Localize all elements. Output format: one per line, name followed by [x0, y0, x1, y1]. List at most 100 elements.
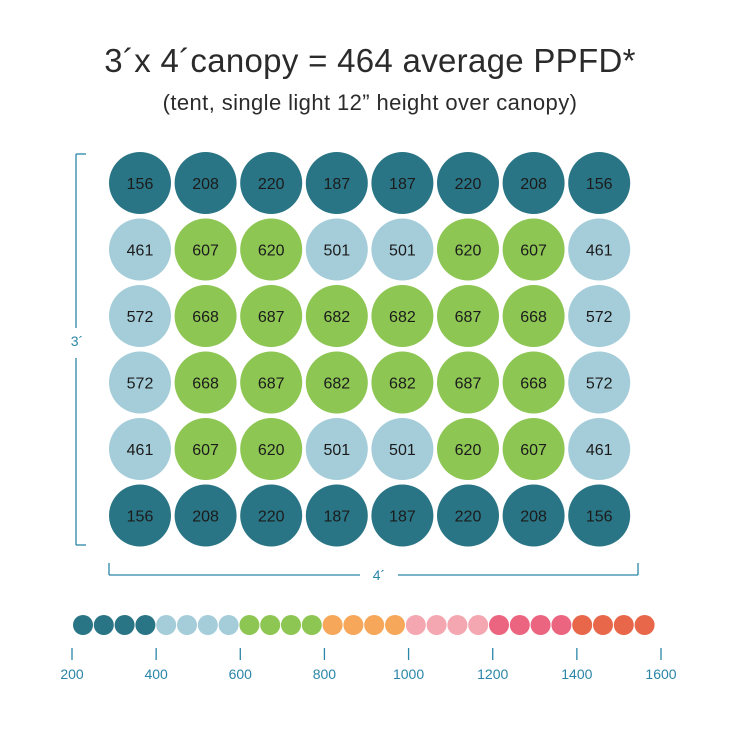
legend-dot [114, 615, 135, 635]
legend-dot [281, 615, 301, 635]
ppfd-cell-label: 156 [586, 176, 613, 193]
legend-dot [364, 615, 385, 635]
chart-subtitle: (tent, single light 12” height over cano… [162, 90, 578, 115]
legend-tick-label: 400 [144, 666, 168, 682]
ppfd-cell-circle [437, 418, 499, 480]
ppfd-cell-circle [437, 152, 499, 214]
ppfd-cell-circle [305, 351, 368, 414]
legend-dot [426, 615, 447, 635]
ppfd-cell-label: 461 [127, 243, 154, 260]
legend-dot [468, 615, 489, 635]
legend-dot [551, 615, 572, 635]
legend-dot [301, 615, 322, 635]
ppfd-cell-circle [240, 484, 303, 547]
ppfd-cell-label: 607 [520, 442, 547, 459]
ppfd-cell-label: 156 [127, 176, 154, 193]
ppfd-cell-label: 220 [258, 176, 285, 193]
ppfd-cell-circle [174, 351, 237, 414]
ppfd-cell-label: 687 [455, 309, 482, 326]
legend-dot [385, 615, 405, 635]
ppfd-cell-label: 208 [520, 176, 547, 193]
ppfd-cell-label: 620 [258, 442, 285, 459]
ppfd-cell-circle [174, 418, 237, 480]
ppfd-cell-label: 572 [586, 376, 613, 393]
legend-dot [197, 615, 218, 635]
ppfd-cell-circle [371, 418, 434, 480]
ppfd-cell-label: 187 [323, 509, 350, 526]
ppfd-cell-label: 187 [389, 176, 416, 193]
legend-dot [343, 615, 364, 635]
ppfd-cell-circle [240, 218, 303, 281]
ppfd-cell-circle [502, 484, 565, 547]
ppfd-cell-circle [109, 218, 171, 281]
ppfd-cell-label: 461 [586, 442, 613, 459]
ppfd-cell-label: 607 [192, 243, 219, 260]
ppfd-cell-label: 572 [127, 376, 154, 393]
ppfd-cell-label: 620 [455, 442, 482, 459]
ppfd-cell-label: 501 [389, 442, 416, 459]
ppfd-cell-label: 668 [192, 309, 219, 326]
legend-dot [93, 615, 114, 635]
ppfd-cell-label: 501 [323, 442, 350, 459]
legend-dot [405, 615, 426, 635]
ppfd-cell-circle [568, 351, 631, 414]
legend-tick-label: 1600 [645, 666, 676, 682]
ppfd-cell-label: 607 [192, 442, 219, 459]
ppfd-cell-label: 187 [323, 176, 350, 193]
ppfd-cell-label: 220 [258, 509, 285, 526]
legend-dot [322, 615, 343, 635]
legend-tick-label: 1400 [561, 666, 592, 682]
ppfd-cell-label: 687 [258, 376, 285, 393]
legend-tick-label: 200 [60, 666, 84, 682]
ppfd-cell-circle [240, 152, 303, 214]
chart-title: 3´x 4´canopy = 464 average PPFD* [104, 42, 636, 79]
ppfd-cell-circle [174, 218, 237, 281]
ppfd-cell-circle [502, 152, 565, 214]
legend-dot [177, 615, 197, 635]
ppfd-cell-circle [502, 218, 565, 281]
ppfd-cell-label: 620 [258, 243, 285, 260]
ppfd-cell-circle [109, 418, 171, 480]
ppfd-cell-label: 572 [586, 309, 613, 326]
ppfd-cell-label: 572 [127, 309, 154, 326]
ppfd-cell-circle [437, 218, 499, 281]
ppfd-cell-circle [109, 152, 171, 214]
legend-dot [239, 615, 260, 635]
ppfd-cell-circle [305, 418, 368, 480]
legend-dot [530, 615, 551, 635]
ppfd-cell-label: 208 [520, 509, 547, 526]
ppfd-cell-label: 607 [520, 243, 547, 260]
ppfd-cell-circle [240, 418, 303, 480]
ppfd-cell-circle [305, 218, 368, 281]
ppfd-cell-label: 687 [455, 376, 482, 393]
ppfd-cell-label: 156 [586, 509, 613, 526]
ppfd-cell-circle [371, 484, 434, 547]
legend-dot [260, 615, 281, 635]
legend-dot [156, 615, 177, 635]
legend-dot [218, 615, 239, 635]
ppfd-cell-label: 220 [455, 509, 482, 526]
ppfd-cell-circle [371, 218, 434, 281]
ppfd-cell-circle [568, 285, 631, 347]
legend-tick-label: 1200 [477, 666, 508, 682]
ppfd-cell-label: 682 [323, 376, 350, 393]
legend-tick-label: 600 [229, 666, 253, 682]
legend-dot [135, 615, 156, 635]
ppfd-cell-circle [502, 418, 565, 480]
ppfd-cell-circle [174, 484, 237, 547]
ppfd-cell-circle [240, 285, 303, 347]
ppfd-cell-circle [174, 152, 237, 214]
ppfd-cell-circle [568, 418, 631, 480]
legend-dot [634, 615, 655, 635]
ppfd-cell-circle [305, 285, 368, 347]
ppfd-cell-circle [109, 285, 171, 347]
ppfd-cell-label: 682 [389, 376, 416, 393]
height-label: 3´ [71, 333, 83, 349]
ppfd-cell-circle [437, 484, 499, 547]
legend-dot [447, 615, 468, 635]
width-label: 4´ [373, 567, 385, 583]
ppfd-cell-label: 208 [192, 509, 219, 526]
legend-tick-label: 800 [313, 666, 337, 682]
ppfd-cell-label: 687 [258, 309, 285, 326]
